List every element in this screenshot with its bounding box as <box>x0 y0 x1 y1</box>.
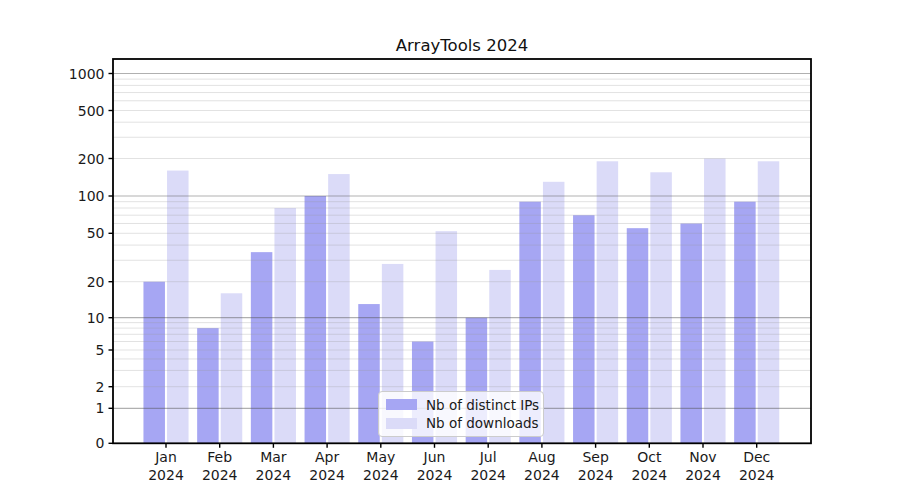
x-tick-label-oct-2024: Oct2024 <box>631 449 667 483</box>
legend-item-distinct-ips: Nb of distinct IPs <box>386 397 543 413</box>
bar-nb-of-downloads-oct-2024 <box>650 172 672 443</box>
y-tick-label-1000: 1000 <box>69 66 105 82</box>
x-tick-label-nov-2024: Nov2024 <box>685 449 721 483</box>
legend-label-downloads: Nb of downloads <box>426 415 539 431</box>
x-tick-label-jan-2024: Jan2024 <box>148 449 184 483</box>
bar-nb-of-downloads-feb-2024 <box>221 293 243 443</box>
y-tick-label-50: 50 <box>87 225 105 241</box>
x-tick-label-may-2024: May2024 <box>363 449 399 483</box>
y-tick-label-5: 5 <box>96 342 105 358</box>
y-tick-label-1: 1 <box>96 400 105 416</box>
figure: 0 1 2 5 10 20 50 100 200 500 1000 Jan2024 Feb2024 Mar… <box>0 0 900 500</box>
x-tick-label-jun-2024: Jun2024 <box>417 449 453 483</box>
x-tick-label-sep-2024: Sep2024 <box>578 449 614 483</box>
bar-nb-of-downloads-apr-2024 <box>328 174 350 443</box>
legend-swatch-distinct-ips <box>386 399 417 410</box>
y-tick-label-100: 100 <box>78 188 105 204</box>
y-tick-label-500: 500 <box>78 103 105 119</box>
x-tick-label-dec-2024: Dec2024 <box>739 449 775 483</box>
bar-nb-of-distinct-ips-feb-2024 <box>197 328 219 443</box>
y-tick-label-20: 20 <box>87 274 105 290</box>
bar-nb-of-downloads-jan-2024 <box>167 171 189 444</box>
legend: Nb of distinct IPs Nb of downloads <box>378 391 544 437</box>
x-tick-label-feb-2024: Feb2024 <box>202 449 238 483</box>
bar-nb-of-downloads-dec-2024 <box>758 161 780 443</box>
y-tick-label-10: 10 <box>87 310 105 326</box>
chart-title: ArrayTools 2024 <box>113 36 811 55</box>
y-tick-label-0: 0 <box>96 435 105 451</box>
bar-nb-of-distinct-ips-mar-2024 <box>251 252 273 443</box>
x-tick-label-mar-2024: Mar2024 <box>256 449 292 483</box>
x-tick-label-aug-2024: Aug2024 <box>524 449 560 483</box>
y-tick-label-2: 2 <box>96 379 105 395</box>
bar-nb-of-distinct-ips-sep-2024 <box>573 215 595 443</box>
bar-nb-of-distinct-ips-nov-2024 <box>680 223 702 443</box>
legend-item-downloads: Nb of downloads <box>386 415 543 431</box>
x-tick-label-apr-2024: Apr2024 <box>309 449 345 483</box>
y-tick-label-200: 200 <box>78 151 105 167</box>
legend-label-distinct-ips: Nb of distinct IPs <box>426 397 539 413</box>
bar-nb-of-downloads-aug-2024 <box>543 182 565 443</box>
x-tick-label-jul-2024: Jul2024 <box>470 449 506 483</box>
legend-swatch-downloads <box>386 418 417 429</box>
bar-nb-of-distinct-ips-may-2024 <box>358 304 380 443</box>
bar-nb-of-downloads-sep-2024 <box>597 161 619 443</box>
bar-nb-of-distinct-ips-jan-2024 <box>143 282 165 444</box>
